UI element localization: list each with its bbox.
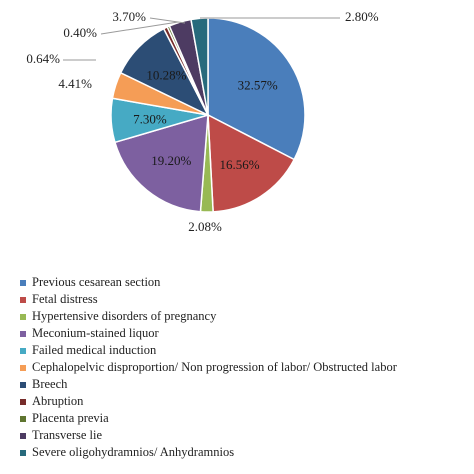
slice-data-label: 19.20% — [151, 153, 191, 168]
legend-swatch — [20, 364, 26, 371]
data-labels: 32.57% 16.56% 2.08% 19.20% 7.30% 4.41% 10.28% 0… — [26, 9, 378, 234]
legend-label: Previous cesarean section — [32, 275, 161, 289]
leader-line — [100, 21, 179, 35]
legend-entry: Placenta previa — [20, 410, 470, 427]
slice-data-label: 32.57% — [238, 78, 278, 93]
slice-data-label: 0.40% — [63, 25, 97, 40]
legend-label: Placenta previa — [32, 411, 109, 425]
legend-label: Failed medical induction — [32, 343, 157, 357]
pie-plot-area: 32.57% 16.56% 2.08% 19.20% 7.30% 4.41% 10.28% 0… — [26, 9, 378, 234]
legend-label: Transverse lie — [32, 428, 103, 442]
pie-slices — [110, 17, 306, 213]
pie-slice — [207, 17, 306, 161]
legend-swatch — [20, 432, 26, 439]
legend-entry: Meconium-stained liquor — [20, 325, 470, 342]
legend-swatch — [20, 398, 26, 405]
legend-swatch — [20, 330, 26, 337]
legend-swatch — [20, 279, 26, 286]
legend-label: Fetal distress — [32, 292, 98, 306]
legend-label: Abruption — [32, 394, 84, 408]
slice-data-label: 2.08% — [188, 219, 222, 234]
legend-entry: Previous cesarean section — [20, 274, 470, 291]
pie-slice — [207, 113, 296, 213]
legend-label: Hypertensive disorders of pregnancy — [32, 309, 217, 323]
legend-label: Severe oligohydramnios/ Anhydramnios — [32, 445, 235, 459]
legend-entry: Transverse lie — [20, 427, 470, 444]
legend-label: Meconium-stained liquor — [32, 326, 159, 340]
slice-data-label: 16.56% — [220, 157, 260, 172]
legend-swatch — [20, 296, 26, 303]
slice-data-label: 4.41% — [58, 76, 92, 91]
slice-data-label: 2.80% — [345, 9, 379, 24]
legend-label: Breech — [32, 377, 68, 391]
pie-slice — [113, 113, 209, 213]
slice-data-label: 3.70% — [112, 9, 146, 24]
legend-entry: Breech — [20, 376, 470, 393]
legend-swatch — [20, 347, 26, 354]
slice-data-label: 7.30% — [133, 111, 167, 126]
legend-entry: Severe oligohydramnios/ Anhydramnios — [20, 444, 470, 461]
leader-lines — [63, 17, 340, 61]
legend-entry: Failed medical induction — [20, 342, 470, 359]
legend-entry: Fetal distress — [20, 291, 470, 308]
legend-swatch — [20, 381, 26, 388]
slice-data-label: 0.64% — [26, 51, 60, 66]
legend-swatch — [20, 313, 26, 320]
legend-entry: Abruption — [20, 393, 470, 410]
legend: Previous cesarean section Fetal distress H… — [20, 274, 470, 461]
legend-entry: Hypertensive disorders of pregnancy — [20, 308, 470, 325]
leader-line — [149, 17, 186, 24]
legend-swatch — [20, 415, 26, 422]
legend-label: Cephalopelvic disproportion/ Non progres… — [32, 360, 397, 374]
legend-swatch — [20, 449, 26, 456]
legend-entry: Cephalopelvic disproportion/ Non progres… — [20, 359, 470, 376]
slice-data-label: 10.28% — [146, 67, 186, 82]
